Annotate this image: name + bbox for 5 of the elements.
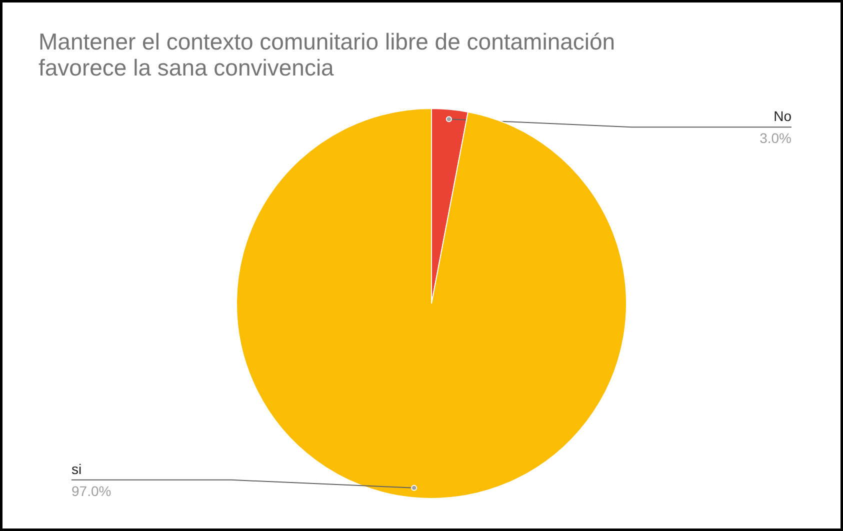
- data-label: 97.0%: [72, 482, 112, 499]
- slice-label: No: [774, 108, 792, 124]
- data-label: 3.0%: [760, 130, 792, 146]
- slice-label: si: [72, 460, 82, 477]
- chart-title: Mantener el contexto comunitario libre de contaminación favorece la sana convivencia: [38, 28, 616, 80]
